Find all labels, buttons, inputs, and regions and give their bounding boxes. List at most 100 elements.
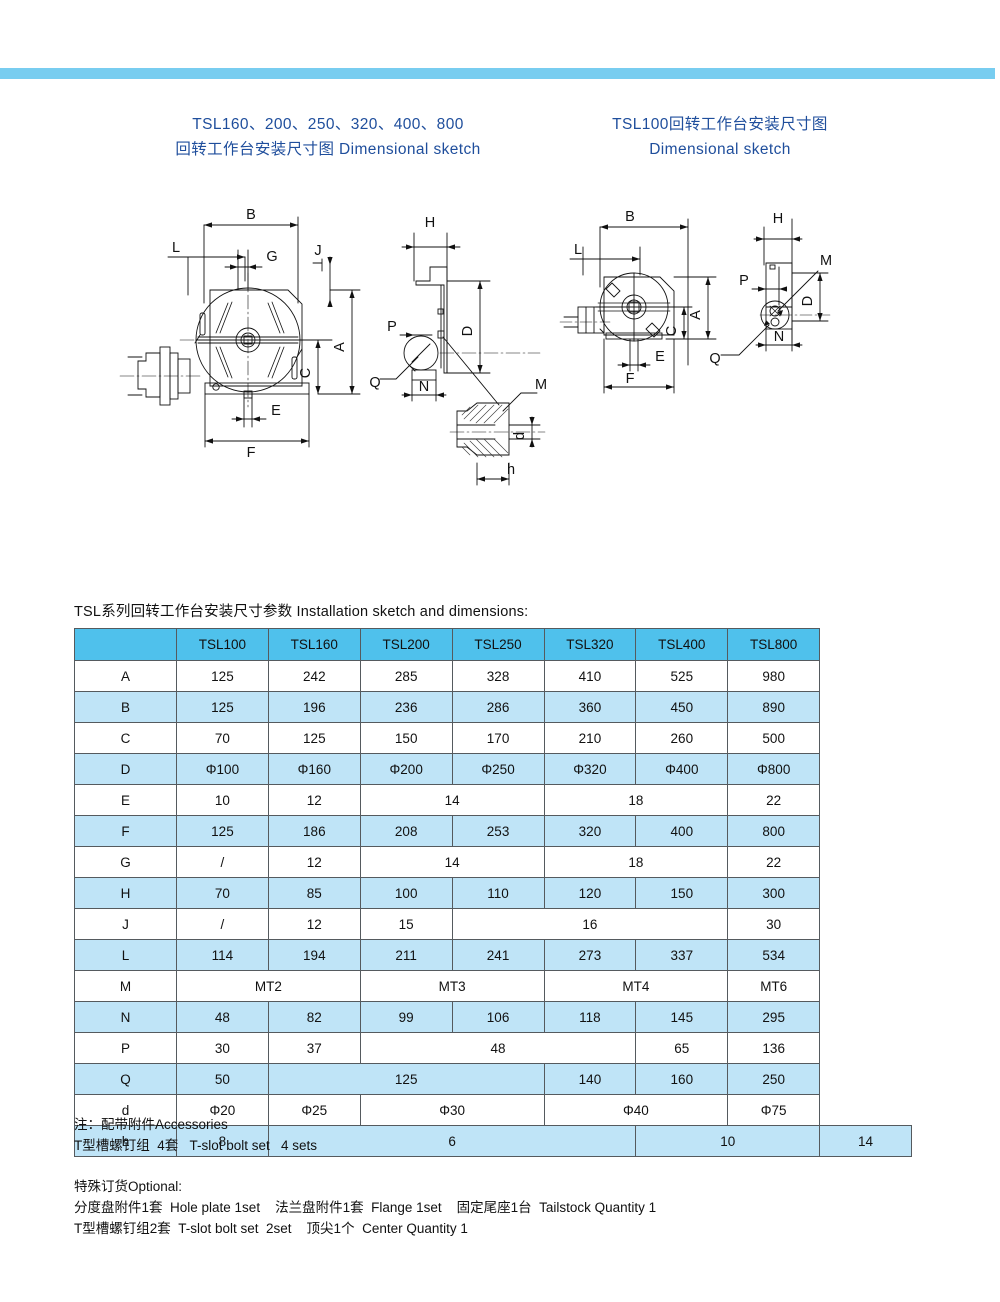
note-optional-line3: T型槽螺钉组2套 T-slot bolt set 2set 顶尖1个 Cente… <box>74 1221 468 1236</box>
table-row: Q 50 125 140 160 250 <box>74 1063 912 1095</box>
cell-d-3: Φ40 <box>543 1094 729 1126</box>
row-label-A: A <box>74 660 177 692</box>
cell-F-1: 186 <box>267 815 361 847</box>
row-label-Q: Q <box>74 1063 177 1095</box>
row-label-J: J <box>74 908 177 940</box>
label-F-left: F <box>247 445 256 461</box>
cell-B-1: 196 <box>267 691 361 723</box>
label-H-left-side: H <box>425 215 435 231</box>
note-standard-line2: T型槽螺钉组 4套 T-slot bolt set 4 sets <box>74 1138 318 1153</box>
cell-H-3: 110 <box>451 877 545 909</box>
cell-C-3: 170 <box>451 722 545 754</box>
cell-A-1: 242 <box>267 660 361 692</box>
cell-N-1: 82 <box>267 1001 361 1033</box>
row-label-M: M <box>74 970 177 1002</box>
cell-D-0: Φ100 <box>176 753 269 785</box>
cell-A-2: 285 <box>359 660 453 692</box>
cell-F-2: 208 <box>359 815 453 847</box>
cell-E-1: 12 <box>267 784 361 816</box>
label-L-left: L <box>172 240 180 256</box>
column-header-tsl200: TSL200 <box>359 628 453 661</box>
cell-E-0: 10 <box>176 784 269 816</box>
table-row: A 125 242 285 328 410 525 980 <box>74 660 912 692</box>
row-label-B: B <box>74 691 177 723</box>
cell-M-2: MT4 <box>543 970 729 1002</box>
cell-P-3: 65 <box>635 1032 729 1064</box>
table-row: M MT2 MT3 MT4 MT6 <box>74 970 912 1002</box>
label-D-left-side: D <box>460 326 476 336</box>
cell-F-6: 800 <box>727 815 821 847</box>
cell-Q-3: 160 <box>635 1063 729 1095</box>
cell-D-6: Φ800 <box>727 753 821 785</box>
column-header-tsl320: TSL320 <box>543 628 637 661</box>
cell-A-3: 328 <box>451 660 545 692</box>
cell-J-3: 16 <box>451 908 729 940</box>
cell-D-1: Φ160 <box>267 753 361 785</box>
cell-h-1: 6 <box>267 1125 637 1157</box>
standard-accessories-note: 注：配带附件Accessories T型槽螺钉组 4套 T-slot bolt … <box>74 1114 317 1156</box>
cell-L-3: 241 <box>451 939 545 971</box>
cell-L-1: 194 <box>267 939 361 971</box>
cell-B-3: 286 <box>451 691 545 723</box>
heading-right-line1: TSL100回转工作台安装尺寸图 <box>612 116 828 133</box>
cell-M-1: MT3 <box>359 970 545 1002</box>
table-row: P 30 37 48 65 136 <box>74 1032 912 1064</box>
left-front-view <box>119 216 361 448</box>
label-H-right-side: H <box>773 211 783 227</box>
dimensional-sketch-svg: B L G J A C E F H P D Q N M d h B L A C … <box>119 207 832 486</box>
cell-P-4: 136 <box>727 1032 821 1064</box>
table-row: E 10 12 14 18 22 <box>74 784 912 816</box>
cell-D-2: Φ200 <box>359 753 453 785</box>
row-label-d: d <box>74 1094 177 1126</box>
cell-L-0: 114 <box>176 939 269 971</box>
label-B-right: B <box>625 209 635 225</box>
cell-E-2: 14 <box>359 784 545 816</box>
cell-D-4: Φ320 <box>543 753 637 785</box>
table-row: C 70 125 150 170 210 260 500 <box>74 722 912 754</box>
cell-H-0: 70 <box>176 877 269 909</box>
label-M-left-side: M <box>535 377 547 393</box>
row-label-E: E <box>74 784 177 816</box>
cell-N-2: 99 <box>359 1001 453 1033</box>
cell-G-3: 18 <box>543 846 729 878</box>
cell-N-0: 48 <box>176 1001 269 1033</box>
table-row: H 70 85 100 110 120 150 300 <box>74 877 912 909</box>
cell-C-5: 260 <box>635 722 729 754</box>
cell-B-0: 125 <box>176 691 269 723</box>
table-row: L 114 194 211 241 273 337 534 <box>74 939 912 971</box>
cell-d-2: Φ30 <box>359 1094 545 1126</box>
cell-Q-1: 125 <box>267 1063 545 1095</box>
row-label-F: F <box>74 815 177 847</box>
cell-H-4: 120 <box>543 877 637 909</box>
table-body: A 125 242 285 328 410 525 980 B 125 196 236 286 360 45… <box>74 660 912 1157</box>
cell-E-3: 18 <box>543 784 729 816</box>
dimensions-table: TSL100 TSL160 TSL200 TSL250 TSL320 TSL400 TSL8… <box>74 628 912 1157</box>
cell-D-5: Φ400 <box>635 753 729 785</box>
heading-right: TSL100回转工作台安装尺寸图 Dimensional sketch <box>540 112 900 162</box>
right-side-view <box>720 218 831 356</box>
label-Q-left-side: Q <box>369 375 380 391</box>
optional-accessories-note: 特殊订货Optional: 分度盘附件1套 Hole plate 1set 法兰… <box>74 1176 656 1239</box>
column-header-tsl250: TSL250 <box>451 628 545 661</box>
table-header-row: TSL100 TSL160 TSL200 TSL250 TSL320 TSL400 TSL8… <box>74 628 912 661</box>
cell-E-4: 22 <box>727 784 821 816</box>
cell-Q-2: 140 <box>543 1063 637 1095</box>
label-E-left: E <box>271 403 281 419</box>
cell-N-6: 295 <box>727 1001 821 1033</box>
cell-C-2: 150 <box>359 722 453 754</box>
label-C-right: C <box>664 326 680 336</box>
technical-drawings: B L G J A C E F H P D Q N M d h B L A C … <box>0 195 1000 505</box>
label-L-right: L <box>574 242 582 258</box>
label-J-left: J <box>314 243 321 259</box>
cell-d-4: Φ75 <box>727 1094 821 1126</box>
row-label-h: h <box>74 1125 177 1157</box>
cell-P-1: 37 <box>267 1032 361 1064</box>
cell-Q-4: 250 <box>727 1063 821 1095</box>
label-d-left-side: d <box>512 432 528 440</box>
cell-F-4: 320 <box>543 815 637 847</box>
row-label-L: L <box>74 939 177 971</box>
top-accent-banner <box>0 68 995 79</box>
table-row: J/12 15 16 30 <box>74 908 912 940</box>
cell-N-4: 118 <box>543 1001 637 1033</box>
cell-h-3: 14 <box>819 1125 912 1157</box>
